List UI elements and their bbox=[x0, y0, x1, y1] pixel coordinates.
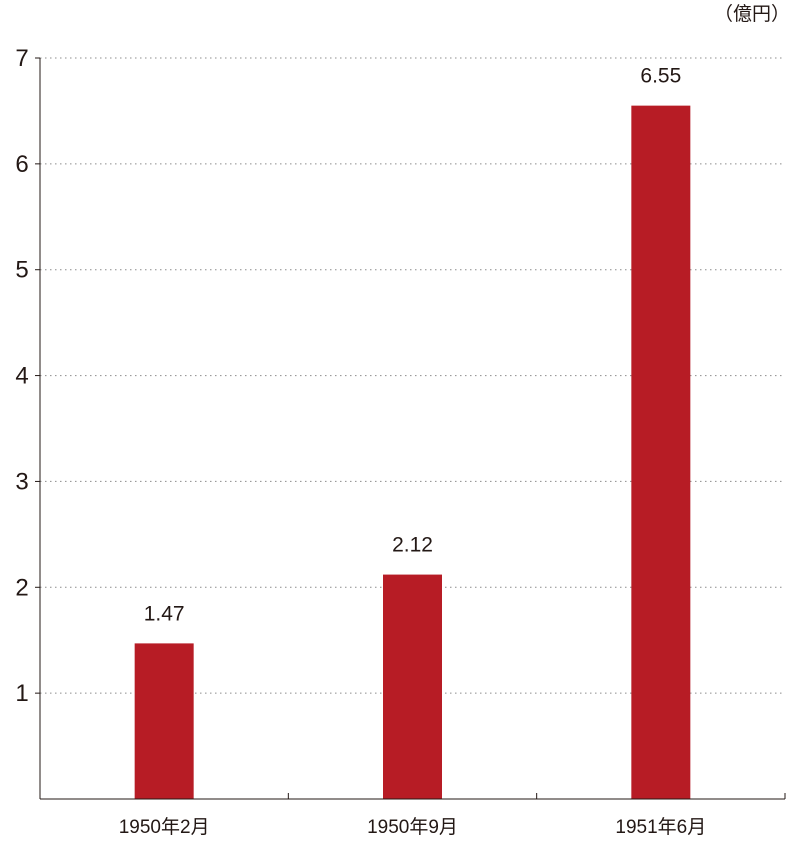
x-tick-label-3: 1951年6月 bbox=[615, 816, 706, 838]
axis-layer bbox=[35, 57, 786, 800]
bar-1 bbox=[134, 643, 194, 799]
x-tick-label-1: 1950年2月 bbox=[119, 816, 210, 838]
y-tick-label-7: 7 bbox=[15, 45, 28, 72]
bar-value-label-1: 1.47 bbox=[144, 602, 185, 625]
unit-label: （億円） bbox=[714, 3, 790, 25]
bar-3 bbox=[631, 105, 691, 799]
x-tick-label-2: 1950年9月 bbox=[367, 816, 458, 838]
y-tick-label-3: 3 bbox=[15, 468, 28, 495]
bars-layer bbox=[134, 105, 691, 799]
y-tick-label-1: 1 bbox=[15, 680, 28, 707]
bar-2 bbox=[383, 574, 442, 799]
labels-layer: 1 2 3 4 5 6 7 1.47 1950年2月 2.12 1950年9月 6.55 1951年6月 bbox=[15, 45, 706, 838]
y-tick-label-4: 4 bbox=[15, 363, 28, 390]
y-tick-label-5: 5 bbox=[15, 257, 28, 284]
bar-value-label-2: 2.12 bbox=[392, 534, 433, 557]
bar-value-label-3: 6.55 bbox=[640, 65, 681, 88]
y-tick-label-2: 2 bbox=[15, 574, 28, 601]
y-tick-label-6: 6 bbox=[15, 151, 28, 178]
